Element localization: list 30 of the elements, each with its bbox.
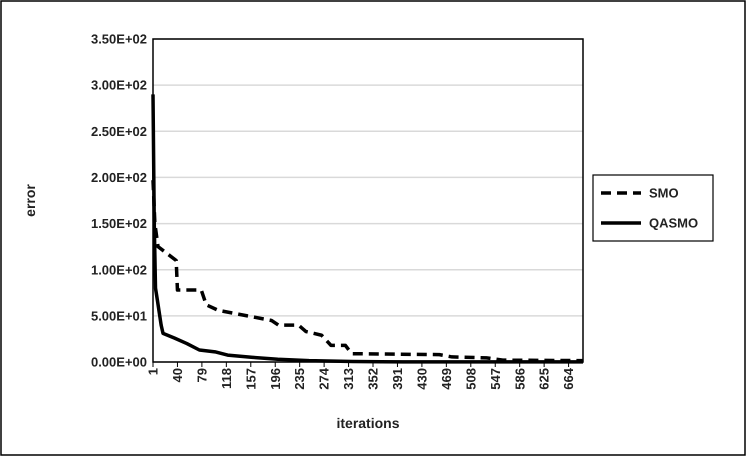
y-axis-title: error bbox=[22, 184, 38, 217]
y-tick-label: 0.00E+00 bbox=[90, 354, 147, 370]
x-tick-label: 118 bbox=[218, 368, 234, 389]
x-tick-label: 625 bbox=[536, 368, 552, 390]
y-tick-label: 5.00E+01 bbox=[90, 308, 147, 324]
x-tick-label: 157 bbox=[243, 368, 258, 390]
x-tick-label: 430 bbox=[414, 368, 430, 390]
x-tick-label: 547 bbox=[488, 368, 503, 390]
x-tick-label: 508 bbox=[463, 368, 478, 390]
x-tick-label: 352 bbox=[366, 368, 381, 390]
x-tick-label: 274 bbox=[316, 367, 332, 390]
x-tick-label: 313 bbox=[341, 368, 356, 390]
y-tick-label: 2.50E+02 bbox=[90, 124, 147, 139]
legend-label: SMO bbox=[649, 186, 679, 201]
y-tick-label: 3.50E+02 bbox=[90, 32, 147, 47]
x-tick-label: 196 bbox=[268, 368, 283, 390]
x-tick-label: 1 bbox=[146, 368, 161, 376]
x-tick-label: 664 bbox=[561, 367, 576, 390]
y-tick-label: 2.00E+02 bbox=[90, 170, 147, 185]
y-tick-label: 1.00E+02 bbox=[90, 262, 147, 278]
y-tick-label: 1.50E+02 bbox=[90, 216, 147, 232]
legend-label: QASMO bbox=[649, 216, 698, 231]
x-tick-label: 469 bbox=[438, 368, 454, 390]
x-tick-label: 40 bbox=[170, 368, 185, 382]
y-tick-label: 3.00E+02 bbox=[90, 78, 147, 93]
x-tick-label: 79 bbox=[194, 368, 210, 382]
x-tick-label: 235 bbox=[292, 368, 308, 390]
x-tick-label: 586 bbox=[512, 368, 528, 390]
x-tick-label: 391 bbox=[390, 368, 406, 390]
x-axis-title: iterations bbox=[336, 415, 400, 431]
